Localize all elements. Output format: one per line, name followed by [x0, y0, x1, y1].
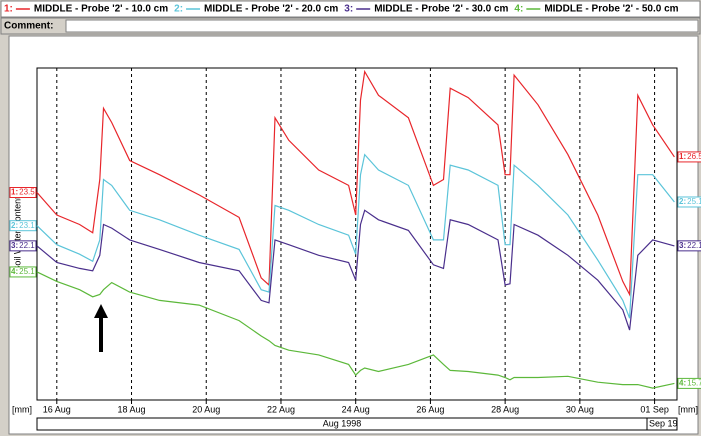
legend-key: 4: — [514, 4, 523, 15]
legend-name: MIDDLE - Probe '2' - 30.0 cm — [374, 4, 508, 15]
x-tick-label: 20 Aug — [192, 404, 220, 414]
value-tag-box — [9, 220, 37, 232]
series-line — [36, 209, 675, 331]
value-tag-key: 2: — [679, 197, 686, 206]
legend-key: 2: — [174, 4, 183, 15]
data-label: 25.1 — [19, 267, 35, 276]
month-label: Sep 19 — [649, 418, 678, 428]
x-tick-label: 28 Aug — [491, 404, 519, 414]
value-tag: 1: 26.5 — [677, 151, 701, 163]
month-label: Aug 1998 — [323, 418, 362, 428]
value-tag-key: 3: — [679, 241, 686, 250]
legend-name: MIDDLE - Probe '2' - 20.0 cm — [204, 4, 338, 15]
data-label: 23.1 — [19, 221, 35, 230]
legend-key: 1: — [4, 4, 13, 15]
value-tag-box — [677, 151, 701, 163]
value-tag-key: 3: — [11, 241, 18, 250]
value-tag-box — [677, 196, 701, 208]
x-unit: [mm] — [12, 404, 32, 414]
data-label: 26.5 — [687, 152, 701, 161]
value-tag-box — [9, 187, 37, 198]
value-tag: 1: 23.5 — [9, 187, 37, 198]
value-tag-key: 1: — [679, 152, 686, 161]
value-tag-box — [9, 266, 37, 278]
series-line — [36, 153, 675, 319]
x-tick-label: 30 Aug — [566, 404, 594, 414]
value-tag: 3: 22.1 — [9, 240, 37, 252]
value-tag-key: 4: — [679, 379, 686, 388]
value-tag: 2: 25.1 — [677, 196, 701, 208]
data-label: 23.5 — [19, 188, 35, 197]
y-axis-label: Soil Water Content — [12, 196, 22, 272]
data-label: 15.7 — [687, 379, 701, 388]
value-tag-key: 2: — [11, 221, 18, 230]
data-label: 25.1 — [687, 197, 701, 206]
series-line — [36, 271, 675, 389]
value-tag: 4: 15.7 — [677, 377, 701, 389]
arrow — [94, 304, 108, 352]
legend-name: MIDDLE - Probe '2' - 50.0 cm — [544, 4, 678, 15]
data-label: 22.1 — [687, 241, 701, 250]
value-tag-box — [677, 377, 701, 389]
x-tick-label: 16 Aug — [43, 404, 71, 414]
value-tag-key: 1: — [11, 188, 18, 197]
value-tag-key: 4: — [11, 267, 18, 276]
value-tag-box — [9, 240, 37, 252]
x-tick-label: 01 Sep — [640, 404, 669, 414]
comment-label: Comment: — [4, 21, 53, 32]
series-line — [36, 69, 675, 297]
legend-bar — [0, 0, 701, 18]
x-axis: 16 Aug 18 Aug 20 Aug 22 Aug 24 Aug 26 Aug 28 A… — [43, 404, 669, 414]
month-row — [36, 417, 678, 431]
value-tag-box — [677, 240, 701, 252]
y2-unit: [mm] — [678, 404, 698, 414]
comment-field[interactable] — [65, 19, 699, 33]
x-tick-label: 26 Aug — [416, 404, 444, 414]
value-tag: 3: 22.1 — [677, 240, 701, 252]
x-tick-label: 18 Aug — [118, 404, 146, 414]
value-tag: 2: 23.1 — [9, 220, 37, 232]
legend-name: MIDDLE - Probe '2' - 10.0 cm — [34, 4, 168, 15]
data-label: 22.1 — [19, 241, 35, 250]
x-tick-label: 22 Aug — [267, 404, 295, 414]
x-tick-label: 24 Aug — [342, 404, 370, 414]
value-tag: 4: 25.1 — [9, 266, 37, 278]
legend-key: 3: — [344, 4, 353, 15]
